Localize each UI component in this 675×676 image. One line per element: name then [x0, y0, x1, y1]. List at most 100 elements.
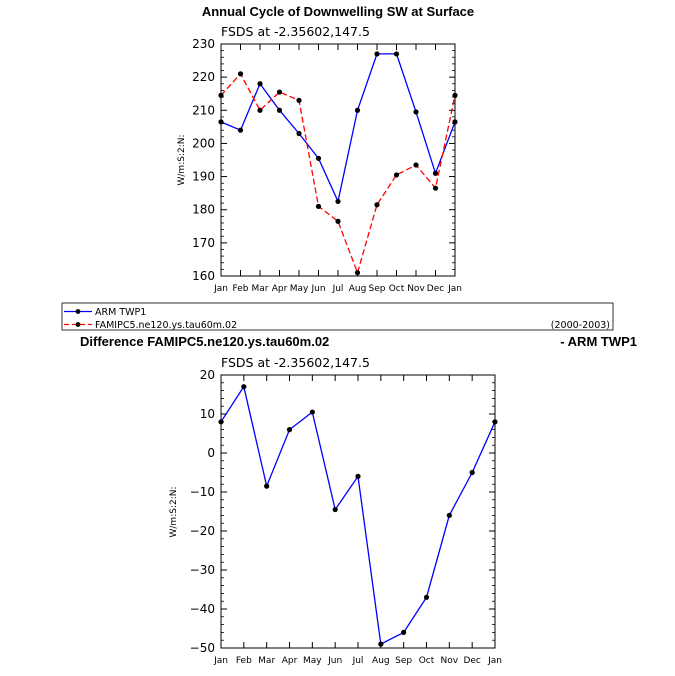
x-tick-label: Aug [372, 656, 390, 666]
data-point [257, 81, 263, 87]
data-point [296, 130, 302, 137]
data-point [393, 172, 400, 178]
series-line-1 [220, 72, 456, 275]
top-chart-y-label: W/m:S:2:N: [177, 135, 187, 186]
data-point [354, 107, 361, 113]
data-point [446, 512, 452, 519]
y-tick-label: 20 [200, 368, 215, 382]
top-chart-title: Annual Cycle of Downwelling SW at Surfac… [202, 4, 474, 19]
data-point [315, 203, 322, 209]
y-tick-label: 180 [192, 203, 215, 217]
x-tick-label: Dec [463, 656, 480, 666]
x-tick-label: Nov [441, 656, 459, 666]
data-point [452, 119, 458, 125]
data-point [309, 409, 315, 415]
top-chart: Annual Cycle of Downwelling SW at Surfac… [177, 4, 474, 294]
series-line-0 [220, 53, 456, 204]
y-tick-label: 200 [192, 136, 215, 150]
data-point [355, 473, 361, 479]
data-point [264, 483, 270, 489]
y-tick-label: 210 [192, 103, 215, 117]
data-point [469, 469, 475, 476]
y-tick-label: 0 [207, 446, 215, 460]
legend: ARM TWP1 FAMIPC5.ne120.ys.tau60m.02 (200… [61, 302, 614, 331]
x-tick-label: Jun [327, 656, 342, 666]
data-point [276, 89, 283, 95]
x-tick-label: Jan [213, 284, 228, 294]
data-point [241, 384, 247, 390]
data-point [378, 641, 384, 647]
data-point [237, 127, 244, 133]
x-tick-label: Mar [258, 656, 275, 666]
legend-period-note: (2000-2003) [551, 320, 610, 331]
x-tick-label: Jan [447, 284, 462, 294]
data-point [423, 594, 430, 600]
x-tick-label: Jan [487, 656, 502, 666]
data-point [286, 427, 293, 433]
y-tick-label: −10 [190, 485, 215, 499]
data-point [257, 107, 263, 113]
series-line-0 [220, 385, 496, 646]
x-tick-label: Jan [213, 656, 228, 666]
y-tick-label: 10 [200, 407, 215, 421]
x-tick-label: Sep [395, 656, 412, 666]
data-point [296, 97, 302, 103]
x-tick-label: Jun [310, 284, 325, 294]
y-tick-label: −30 [190, 563, 215, 577]
data-point [432, 185, 439, 191]
y-tick-label: 190 [192, 170, 215, 184]
top-plot-frame [220, 43, 456, 277]
x-tick-label: Apr [282, 656, 298, 666]
y-tick-label: −20 [190, 524, 215, 538]
data-point [432, 170, 439, 176]
data-point [332, 506, 338, 513]
bottom-plot-frame [220, 374, 496, 649]
x-tick-label: Feb [236, 656, 252, 666]
data-point [335, 218, 341, 224]
x-tick-label: Dec [427, 284, 444, 294]
bottom-chart-y-label: W/m:S:2:N: [169, 487, 179, 538]
x-tick-label: Feb [233, 284, 249, 294]
data-point [335, 198, 341, 205]
legend-marker-arm [75, 309, 81, 314]
data-point [374, 202, 380, 208]
x-tick-label: Mar [252, 284, 269, 294]
y-tick-label: 220 [192, 70, 215, 84]
data-point [354, 270, 361, 276]
legend-box [61, 302, 614, 331]
legend-label-model: FAMIPC5.ne120.ys.tau60m.02 [95, 320, 237, 331]
x-tick-label: May [303, 656, 322, 666]
x-tick-label: Jul [332, 284, 344, 294]
data-point [492, 419, 498, 425]
x-tick-label: Oct [419, 656, 435, 666]
bottom-chart-title-left: Difference FAMIPC5.ne120.ys.tau60m.02 [80, 334, 329, 349]
x-tick-label: Nov [407, 284, 425, 294]
y-tick-label: −40 [190, 602, 215, 616]
data-point [374, 51, 380, 57]
data-point [393, 51, 400, 57]
bottom-chart: Difference FAMIPC5.ne120.ys.tau60m.02 - … [80, 334, 637, 666]
y-tick-label: 230 [192, 37, 215, 51]
y-tick-label: 170 [192, 236, 215, 250]
x-tick-label: May [290, 284, 309, 294]
data-point [401, 629, 407, 636]
bottom-chart-title-right: - ARM TWP1 [560, 334, 637, 349]
x-tick-label: Apr [272, 284, 288, 294]
data-point [276, 107, 283, 113]
y-tick-label: 160 [192, 269, 215, 283]
y-tick-label: −50 [190, 641, 215, 655]
top-chart-subtitle: FSDS at -2.35602,147.5 [221, 24, 370, 39]
data-point [237, 71, 244, 77]
data-point [218, 119, 224, 125]
bottom-chart-subtitle: FSDS at -2.35602,147.5 [221, 355, 370, 370]
x-tick-label: Jul [352, 656, 364, 666]
data-point [452, 92, 458, 98]
data-point [315, 155, 322, 161]
data-point [218, 419, 224, 425]
x-tick-label: Sep [369, 284, 386, 294]
legend-marker-model [75, 322, 81, 327]
data-point [413, 109, 419, 115]
legend-label-arm: ARM TWP1 [95, 307, 146, 318]
data-point [413, 162, 419, 168]
